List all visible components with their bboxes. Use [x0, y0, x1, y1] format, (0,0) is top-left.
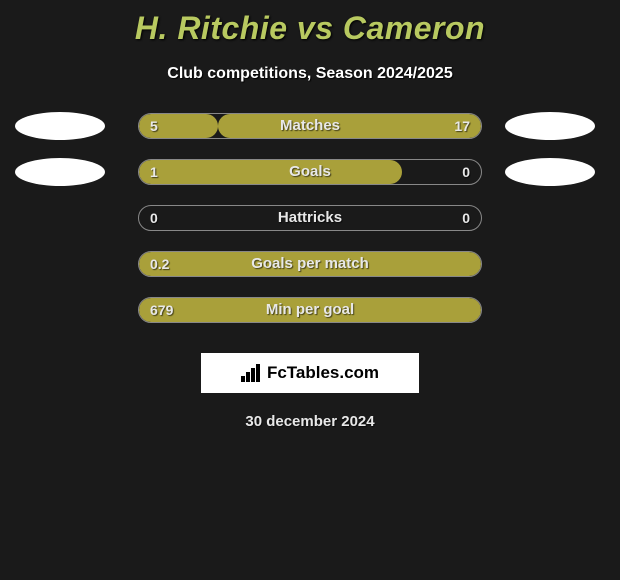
comparison-subtitle: Club competitions, Season 2024/2025: [0, 65, 620, 83]
stat-value-left: 0: [138, 205, 170, 231]
stat-bar-left-fill: [139, 298, 481, 322]
stat-value-right: 17: [442, 113, 482, 139]
player-right-badge: [505, 112, 595, 140]
stat-value-right: 0: [450, 205, 482, 231]
source-logo-text: FcTables.com: [267, 363, 379, 383]
player-right-badge: [505, 158, 595, 186]
player-left-badge: [15, 112, 105, 140]
stat-bar-track: [138, 113, 482, 139]
stat-row: 0.2Goals per match: [0, 251, 620, 297]
stat-bar-track: [138, 159, 482, 185]
bar-chart-icon: [241, 364, 263, 382]
player-left-badge: [15, 158, 105, 186]
stat-bar-track: [138, 297, 482, 323]
stat-value-left: 1: [138, 159, 170, 185]
stat-bar-left-fill: [139, 252, 481, 276]
stat-bar-track: [138, 251, 482, 277]
stat-row: 00Hattricks: [0, 205, 620, 251]
stat-value-right: 0: [450, 159, 482, 185]
stat-row: 517Matches: [0, 113, 620, 159]
stat-value-left: 0.2: [138, 251, 181, 277]
comparison-title: H. Ritchie vs Cameron: [0, 0, 620, 47]
stat-row: 679Min per goal: [0, 297, 620, 343]
stat-value-left: 679: [138, 297, 185, 323]
snapshot-date: 30 december 2024: [0, 413, 620, 430]
stat-value-left: 5: [138, 113, 170, 139]
source-logo: FcTables.com: [201, 353, 419, 393]
stat-bar-left-fill: [139, 160, 402, 184]
comparison-chart: 517Matches10Goals00Hattricks0.2Goals per…: [0, 113, 620, 343]
stat-bar-track: [138, 205, 482, 231]
stat-row: 10Goals: [0, 159, 620, 205]
